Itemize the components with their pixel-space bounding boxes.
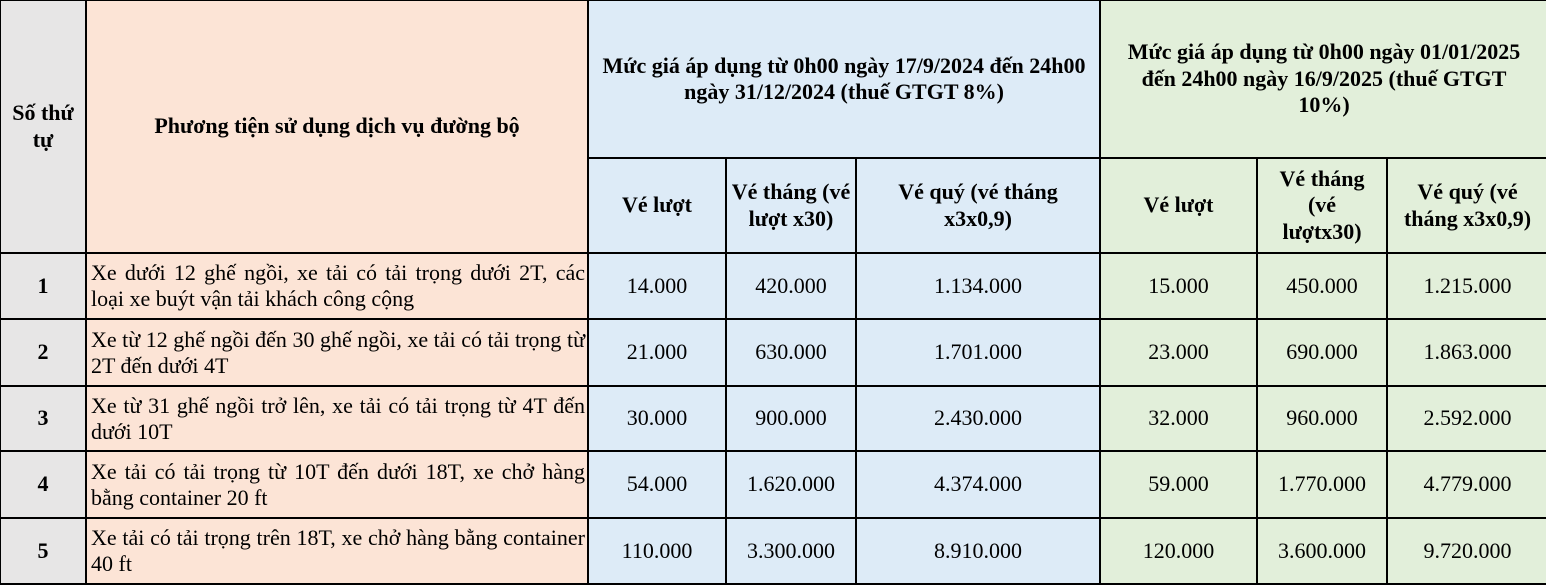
row-number: 2 [0, 318, 87, 387]
vehicle-description: Xe tải có tải trọng từ 10T đến dưới 18T,… [85, 450, 589, 519]
price-2024-single: 21.000 [587, 318, 727, 387]
header-2025-monthly: Vé tháng (vé lượtx30) [1256, 157, 1389, 254]
price-2024-monthly: 3.300.000 [725, 517, 857, 585]
table-row: 3 Xe từ 31 ghế ngồi trở lên, xe tải có tả… [0, 385, 1546, 452]
table-row: 1 Xe dưới 12 ghế ngồi, xe tải có tải trọn… [0, 252, 1546, 320]
header-period-2025: Mức giá áp dụng từ 0h00 ngày 01/01/2025 … [1099, 0, 1546, 159]
price-2024-monthly: 630.000 [725, 318, 857, 387]
vehicle-description: Xe từ 31 ghế ngồi trở lên, xe tải có tải… [85, 385, 589, 452]
header-2024-monthly: Vé tháng (vé lượt x30) [725, 157, 857, 254]
price-2024-quarterly: 4.374.000 [854, 450, 1102, 519]
price-2024-single: 30.000 [587, 385, 727, 452]
price-2025-quarterly: 9.720.000 [1386, 517, 1546, 585]
price-2025-single: 23.000 [1099, 318, 1259, 387]
price-2024-monthly: 420.000 [725, 252, 857, 320]
price-2024-single: 110.000 [587, 517, 727, 585]
vehicle-description: Xe tải có tải trọng trên 18T, xe chở hàn… [85, 517, 589, 585]
row-number: 1 [0, 252, 87, 320]
price-2024-monthly: 1.620.000 [725, 450, 857, 519]
price-2025-quarterly: 2.592.000 [1386, 385, 1546, 452]
price-2024-quarterly: 1.134.000 [854, 252, 1102, 320]
price-2025-monthly: 3.600.000 [1256, 517, 1389, 585]
header-stt: Số thứ tự [0, 0, 87, 254]
header-2025-single: Vé lượt [1099, 157, 1259, 254]
row-number: 3 [0, 385, 87, 452]
table-row: 4 Xe tải có tải trọng từ 10T đến dưới 18T… [0, 450, 1546, 519]
price-2024-single: 54.000 [587, 450, 727, 519]
row-number: 4 [0, 450, 87, 519]
price-2024-quarterly: 1.701.000 [854, 318, 1102, 387]
vehicle-description: Xe từ 12 ghế ngồi đến 30 ghế ngồi, xe tả… [85, 318, 589, 387]
vehicle-description: Xe dưới 12 ghế ngồi, xe tải có tải trọng… [85, 252, 589, 320]
price-2025-single: 120.000 [1099, 517, 1259, 585]
price-2025-monthly: 690.000 [1256, 318, 1389, 387]
table-row: 5 Xe tải có tải trọng trên 18T, xe chở hà… [0, 517, 1546, 585]
price-2024-quarterly: 8.910.000 [854, 517, 1102, 585]
header-2024-single: Vé lượt [587, 157, 727, 254]
header-2024-quarterly: Vé quý (vé tháng x3x0,9) [854, 157, 1102, 254]
table-row: 2 Xe từ 12 ghế ngồi đến 30 ghế ngồi, xe t… [0, 318, 1546, 387]
header-period-2024: Mức giá áp dụng từ 0h00 ngày 17/9/2024 đ… [586, 0, 1102, 159]
price-2025-single: 59.000 [1099, 450, 1259, 519]
price-2025-quarterly: 1.863.000 [1386, 318, 1546, 387]
price-2025-monthly: 450.000 [1256, 252, 1389, 320]
row-number: 5 [0, 517, 87, 585]
price-2025-monthly: 1.770.000 [1256, 450, 1389, 519]
header-2025-quarterly: Vé quý (vé tháng x3x0,9) [1386, 157, 1546, 254]
price-2025-single: 32.000 [1099, 385, 1259, 452]
price-2024-quarterly: 2.430.000 [854, 385, 1102, 452]
price-2025-quarterly: 4.779.000 [1386, 450, 1546, 519]
price-2024-monthly: 900.000 [725, 385, 857, 452]
price-2025-quarterly: 1.215.000 [1386, 252, 1546, 320]
header-vehicle: Phương tiện sử dụng dịch vụ đường bộ [85, 0, 589, 254]
price-2025-monthly: 960.000 [1256, 385, 1389, 452]
price-2025-single: 15.000 [1099, 252, 1259, 320]
price-2024-single: 14.000 [587, 252, 727, 320]
